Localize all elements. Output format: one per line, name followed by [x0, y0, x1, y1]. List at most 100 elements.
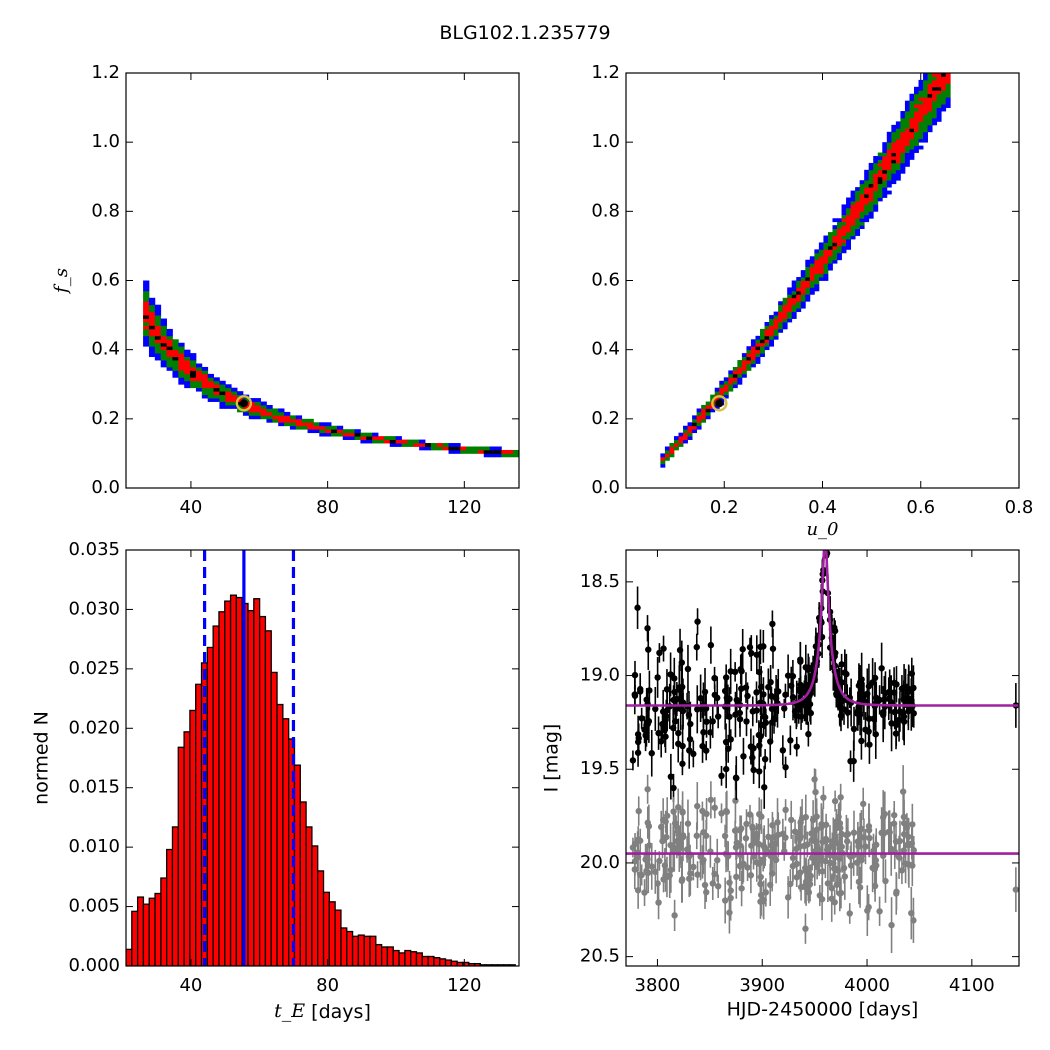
confidence-cell-3sigma [489, 453, 496, 458]
confidence-cell-3sigma [864, 173, 870, 178]
confidence-cell-best [448, 446, 455, 451]
x-axis-label: HJD-2450000 [days] [727, 999, 919, 1021]
confidence-cell-1sigma [143, 301, 150, 306]
confidence-cell-3sigma [787, 287, 793, 292]
confidence-cell-1sigma [148, 318, 156, 323]
histogram-bar [229, 594, 238, 966]
confidence-cell-3sigma [284, 411, 291, 416]
confidence-cell-2sigma [945, 90, 951, 95]
data-point [693, 643, 700, 651]
confidence-cell-1sigma [932, 90, 938, 95]
confidence-cell-1sigma [823, 256, 829, 261]
confidence-cell-1sigma [284, 418, 291, 423]
confidence-cell-2sigma [278, 411, 285, 416]
confidence-cell-2sigma [782, 297, 788, 302]
confidence-cell-3sigma [873, 207, 879, 212]
confidence-cell-2sigma [683, 429, 688, 434]
confidence-cell-2sigma [909, 145, 915, 150]
confidence-cell-1sigma [814, 259, 820, 264]
confidence-cell-1sigma [864, 187, 870, 191]
confidence-cell-2sigma [941, 100, 947, 105]
confidence-cell-2sigma [737, 373, 743, 378]
confidence-cell-2sigma [184, 373, 191, 378]
confidence-cell-1sigma [143, 311, 150, 316]
confidence-cell-3sigma [864, 218, 870, 223]
confidence-cell-3sigma [295, 415, 303, 420]
y-tick-label: 0.030 [68, 598, 120, 619]
confidence-cell-3sigma [769, 342, 775, 347]
confidence-cell-1sigma [800, 283, 806, 288]
y-tick-label: 0.4 [591, 339, 620, 360]
confidence-cell-3sigma [687, 422, 693, 427]
confidence-cell-2sigma [166, 363, 173, 368]
confidence-cell-1sigma [800, 290, 806, 295]
confidence-cell-1sigma [160, 335, 167, 340]
confidence-cell-1sigma [814, 266, 820, 271]
confidence-cell-2sigma [864, 180, 870, 185]
confidence-cell-1sigma [918, 104, 924, 108]
confidence-cell-3sigma [900, 162, 906, 167]
confidence-cell-3sigma [823, 273, 829, 278]
confidence-cell-1sigma [886, 152, 892, 157]
confidence-cell-1sigma [868, 194, 874, 198]
confidence-cell-1sigma [184, 360, 191, 364]
confidence-cell-1sigma [941, 83, 947, 88]
confidence-cell-1sigma [728, 380, 734, 385]
confidence-cell-1sigma [837, 242, 842, 247]
histogram-bar [334, 909, 342, 966]
residual-point [804, 841, 811, 848]
confidence-cell-2sigma [272, 418, 279, 423]
confidence-cell-3sigma [918, 79, 924, 84]
confidence-cell-3sigma [837, 256, 842, 261]
data-point [844, 709, 852, 716]
y-tick-label: 0.025 [68, 658, 120, 679]
confidence-cell-2sigma [886, 169, 892, 174]
confidence-cell-3sigma [809, 287, 815, 292]
y-tick-label: 1.0 [591, 131, 620, 152]
confidence-cell-1sigma [737, 370, 743, 375]
confidence-cell-3sigma [184, 384, 191, 389]
confidence-cell-2sigma [148, 304, 156, 309]
confidence-cell-2sigma [307, 418, 314, 423]
confidence-cell-3sigma [945, 100, 951, 105]
confidence-cell-2sigma [913, 97, 919, 102]
data-point [793, 743, 800, 750]
confidence-cell-3sigma [791, 287, 797, 292]
data-point [865, 715, 873, 722]
data-point [900, 718, 908, 725]
confidence-cell-3sigma [846, 197, 851, 202]
residual-point [654, 880, 661, 887]
residual-point [747, 872, 755, 879]
confidence-cell-2sigma [154, 322, 162, 326]
confidence-cell-1sigma [818, 256, 824, 261]
confidence-cell-3sigma [787, 318, 793, 323]
confidence-cell-1sigma [823, 259, 829, 264]
confidence-cell-2sigma [354, 436, 361, 440]
confidence-cell-2sigma [900, 156, 906, 160]
confidence-cell-2sigma [859, 221, 865, 226]
confidence-cell-3sigma [882, 142, 888, 147]
histogram-bar [166, 848, 174, 966]
confidence-cell-1sigma [778, 315, 784, 319]
data-point [694, 706, 701, 713]
confidence-cell-best [366, 436, 373, 440]
confidence-cell-2sigma [796, 280, 802, 285]
confidence-cell-2sigma [669, 443, 675, 447]
confidence-cell-2sigma [873, 197, 879, 202]
histogram-bar [346, 930, 354, 966]
confidence-cell-1sigma [413, 443, 420, 447]
confidence-cell-1sigma [913, 114, 919, 119]
confidence-cell-1sigma [419, 443, 426, 447]
confidence-cell-1sigma [823, 249, 829, 254]
confidence-cell-2sigma [178, 373, 185, 378]
confidence-cell-1sigma [201, 377, 209, 382]
confidence-cell-2sigma [383, 436, 391, 440]
confidence-cell-3sigma [882, 149, 888, 153]
confidence-cell-1sigma [254, 405, 261, 409]
data-point [671, 718, 679, 725]
confidence-cell-1sigma [918, 107, 924, 112]
confidence-cell-2sigma [160, 328, 167, 333]
confidence-cell-1sigma [918, 97, 924, 102]
confidence-cell-2sigma [172, 346, 179, 351]
confidence-cell-1sigma [272, 415, 279, 420]
